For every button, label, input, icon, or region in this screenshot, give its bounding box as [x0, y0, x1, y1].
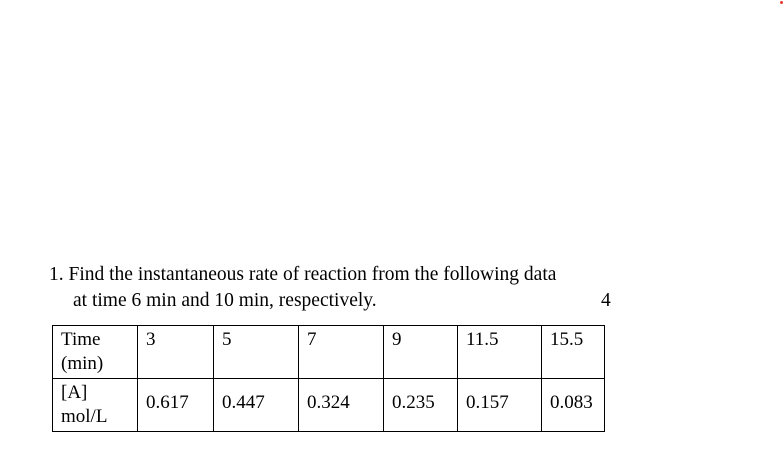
- table-cell: 15.5: [541, 325, 605, 379]
- question-text-line-1: Find the instantaneous rate of reaction …: [68, 264, 557, 285]
- row-label-concentration: [A] mol/L: [52, 378, 138, 432]
- table-cell: 7: [298, 325, 384, 379]
- table-row-time: Time (min) 3 5 7 9 11.5 15.5: [52, 325, 605, 379]
- data-table: Time (min) 3 5 7 9 11.5 15.5 [A] mol/L 0…: [52, 325, 605, 432]
- table-cell: 5: [213, 325, 299, 379]
- question-text-line-2: at time 6 min and 10 min, respectively.: [73, 290, 377, 311]
- table-cell: 0.083: [541, 378, 605, 432]
- table-cell: 0.324: [298, 378, 384, 432]
- question-line-1: 1. Find the instantaneous rate of reacti…: [49, 262, 619, 288]
- table-row-concentration: [A] mol/L 0.617 0.447 0.324 0.235 0.157 …: [52, 378, 605, 432]
- table-cell: 0.447: [213, 378, 299, 432]
- table-cell: 0.617: [137, 378, 214, 432]
- question-block: 1. Find the instantaneous rate of reacti…: [49, 262, 619, 314]
- table-cell: 11.5: [457, 325, 542, 379]
- table-cell: 9: [383, 325, 458, 379]
- red-marker-dot: [780, 1, 783, 4]
- row-label-time: Time (min): [52, 325, 138, 379]
- table-cell: 0.157: [457, 378, 542, 432]
- table-cell: 3: [137, 325, 214, 379]
- question-number: 1.: [49, 264, 64, 285]
- question-line-2: at time 6 min and 10 min, respectively. …: [49, 288, 619, 314]
- question-marks: 4: [601, 290, 611, 311]
- table-cell: 0.235: [383, 378, 458, 432]
